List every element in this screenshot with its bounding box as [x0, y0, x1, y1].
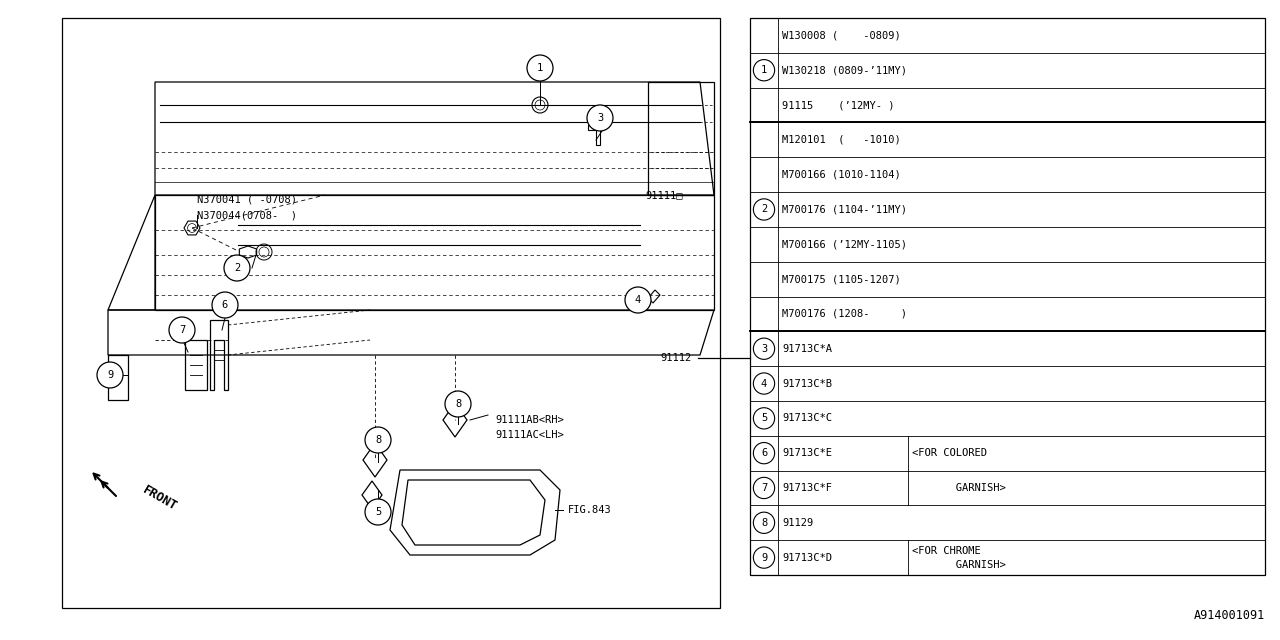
Circle shape [365, 427, 390, 453]
Text: 5: 5 [760, 413, 767, 423]
Text: M700176 (1104-’11MY): M700176 (1104-’11MY) [782, 204, 908, 214]
Text: W130218 (0809-’11MY): W130218 (0809-’11MY) [782, 65, 908, 76]
Text: 2: 2 [760, 204, 767, 214]
Text: 7: 7 [179, 325, 186, 335]
Text: 91713C*F: 91713C*F [782, 483, 832, 493]
Text: A914001091: A914001091 [1194, 609, 1265, 622]
Circle shape [754, 60, 774, 81]
Circle shape [588, 105, 613, 131]
Circle shape [224, 255, 250, 281]
Text: GARNISH>: GARNISH> [911, 560, 1006, 570]
Text: FIG.843: FIG.843 [568, 505, 612, 515]
Circle shape [754, 512, 774, 533]
Text: 1: 1 [536, 63, 543, 73]
Circle shape [754, 199, 774, 220]
Text: 91112: 91112 [660, 353, 691, 363]
Text: 91111□: 91111□ [645, 190, 682, 200]
Circle shape [625, 287, 652, 313]
Text: 6: 6 [221, 300, 228, 310]
Text: 3: 3 [596, 113, 603, 123]
Circle shape [445, 391, 471, 417]
Text: M120101  (   -1010): M120101 ( -1010) [782, 135, 901, 145]
Text: M700166 (’12MY-1105): M700166 (’12MY-1105) [782, 239, 908, 250]
Text: 91111AC<LH>: 91111AC<LH> [495, 430, 563, 440]
Text: 91115    (’12MY- ): 91115 (’12MY- ) [782, 100, 895, 110]
Text: 4: 4 [635, 295, 641, 305]
Text: M700166 (1010-1104): M700166 (1010-1104) [782, 170, 901, 180]
Text: 91713C*E: 91713C*E [782, 448, 832, 458]
Text: 91111AB<RH>: 91111AB<RH> [495, 415, 563, 425]
Text: N370041 ( -0708): N370041 ( -0708) [197, 195, 297, 205]
Text: 91713C*D: 91713C*D [782, 552, 832, 563]
Text: 8: 8 [454, 399, 461, 409]
Text: W130008 (    -0809): W130008 ( -0809) [782, 31, 901, 40]
Text: 4: 4 [760, 378, 767, 388]
Text: 2: 2 [234, 263, 241, 273]
Text: 91129: 91129 [782, 518, 813, 528]
Text: 1: 1 [760, 65, 767, 76]
Text: 5: 5 [375, 507, 381, 517]
Circle shape [754, 338, 774, 359]
Text: 91713C*B: 91713C*B [782, 378, 832, 388]
Text: GARNISH>: GARNISH> [911, 483, 1006, 493]
Text: 9: 9 [106, 370, 113, 380]
Circle shape [754, 477, 774, 499]
Circle shape [754, 442, 774, 464]
Circle shape [754, 547, 774, 568]
Text: 9: 9 [760, 552, 767, 563]
Text: FRONT: FRONT [140, 483, 179, 513]
Circle shape [754, 373, 774, 394]
Text: M700175 (1105-1207): M700175 (1105-1207) [782, 274, 901, 284]
Text: 6: 6 [760, 448, 767, 458]
Text: 91713C*A: 91713C*A [782, 344, 832, 354]
Text: N370044(0708-  ): N370044(0708- ) [197, 210, 297, 220]
Text: M700176 (1208-     ): M700176 (1208- ) [782, 309, 908, 319]
Circle shape [169, 317, 195, 343]
Text: 3: 3 [760, 344, 767, 354]
Circle shape [365, 499, 390, 525]
Circle shape [527, 55, 553, 81]
Text: 91713C*C: 91713C*C [782, 413, 832, 423]
Text: <FOR COLORED: <FOR COLORED [911, 448, 987, 458]
Circle shape [212, 292, 238, 318]
Text: <FOR CHROME: <FOR CHROME [911, 547, 980, 556]
Text: 7: 7 [760, 483, 767, 493]
Text: 8: 8 [760, 518, 767, 528]
Text: 8: 8 [375, 435, 381, 445]
Circle shape [97, 362, 123, 388]
Circle shape [754, 408, 774, 429]
